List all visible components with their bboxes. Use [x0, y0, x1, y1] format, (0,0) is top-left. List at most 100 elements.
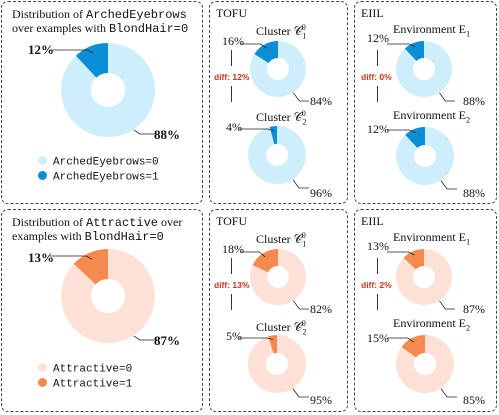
bottom-overview-small-pct: 13% [28, 250, 54, 265]
top-tofu-diff: diff: 12% [214, 72, 250, 82]
top-eiil-e1-large-pct: 88% [463, 94, 485, 108]
top-overview-title-line1: Distribution of ArchedEyebrows [12, 8, 187, 22]
title-attribute: Attractive [86, 216, 159, 230]
environment-label-text: Environment E [393, 316, 466, 330]
bottom-tofu-c1-label: Cluster 𝒞10 [256, 229, 307, 250]
slice-majority [396, 127, 454, 185]
legend-label: Attractive=1 [53, 378, 133, 391]
top-tofu-c1-label: Cluster 𝒞10 [256, 21, 307, 42]
bottom-eiil-e2-large-pct: 85% [463, 393, 485, 407]
superscript: 0 [301, 23, 306, 32]
top-overview-panel [1, 1, 203, 204]
top-tofu-diff-line-upper [231, 50, 232, 66]
bottom-tofu-c2-donut [248, 335, 306, 393]
top-eiil-diff-line-lower [377, 86, 378, 102]
bottom-overview-donut [60, 249, 156, 343]
slice-majority [250, 249, 306, 305]
bottom-tofu-diff-line-upper [231, 258, 232, 274]
legend-label: ArchedEyebrows=1 [53, 171, 159, 184]
subscript: 2 [465, 115, 471, 125]
top-eiil-panel [354, 1, 497, 204]
bottom-tofu-diff: diff: 13% [214, 280, 250, 290]
bottom-eiil-e2-donut [396, 335, 454, 393]
bottom-overview-legend-1: Attractive=1 [38, 378, 132, 390]
bottom-overview-title-line2: examples with BlondHair=0 [12, 230, 164, 244]
top-tofu-c2-small-pct: 4% [226, 120, 242, 134]
bottom-eiil-diff-line-upper [377, 258, 378, 274]
slice-minority [401, 335, 425, 358]
subscript: 2 [302, 327, 307, 337]
cluster-label-text: Cluster 𝒞 [256, 24, 303, 38]
bottom-tofu-header: TOFU [216, 214, 248, 228]
title-text: over examples with [12, 21, 109, 35]
legend-swatch-light [38, 363, 47, 372]
legend-swatch-light [38, 156, 47, 165]
top-overview-donut [60, 43, 155, 137]
slice-minority [254, 41, 278, 64]
top-tofu-diff-line-lower [231, 86, 232, 102]
cluster-label-text: Cluster 𝒞 [256, 232, 303, 246]
bottom-eiil-diff-line-lower [377, 294, 378, 310]
title-attribute: BlondHair=0 [84, 230, 164, 244]
superscript: 0 [301, 109, 306, 118]
bottom-overview-title-line1: Distribution of Attractive over [12, 216, 182, 230]
top-overview-large-pct: 88% [154, 127, 180, 142]
slice-majority [396, 249, 452, 305]
bottom-eiil-header: EIIL [361, 214, 384, 228]
bottom-eiil-e1-small-pct: 13% [367, 239, 389, 253]
slice-majority [248, 126, 306, 184]
superscript: 0 [301, 231, 306, 240]
bottom-tofu-c1-large-pct: 82% [310, 302, 332, 316]
top-tofu-c1-small-pct: 16% [222, 34, 244, 48]
top-tofu-c1-large-pct: 84% [310, 94, 332, 108]
title-text: over [158, 215, 183, 229]
subscript: 2 [302, 117, 307, 127]
bottom-eiil-e1-large-pct: 87% [463, 302, 485, 316]
bottom-eiil-e2-small-pct: 15% [367, 331, 389, 345]
bottom-tofu-c1-donut [250, 249, 306, 305]
top-eiil-e2-large-pct: 88% [463, 186, 485, 200]
slice-majority [60, 249, 156, 343]
top-overview-legend-1: ArchedEyebrows=1 [38, 171, 159, 183]
superscript: 0 [301, 319, 306, 328]
top-eiil-e1-label: Environment E1 [393, 23, 470, 40]
bottom-overview-panel [1, 209, 203, 412]
top-overview-legend-0: ArchedEyebrows=0 [38, 156, 159, 168]
slice-majority [396, 335, 454, 393]
top-tofu-c2-label: Cluster 𝒞20 [256, 107, 307, 128]
legend-swatch-dark [38, 171, 47, 180]
legend-label: Attractive=0 [53, 363, 133, 376]
bottom-overview-legend-0: Attractive=0 [38, 363, 132, 375]
environment-label-text: Environment E [393, 108, 466, 122]
top-eiil-diff-line-upper [377, 50, 378, 66]
top-eiil-e2-donut [396, 127, 454, 185]
top-eiil-diff: diff: 0% [361, 72, 392, 82]
top-tofu-c2-donut [248, 126, 306, 184]
title-text: Distribution of [12, 7, 86, 21]
title-text: examples with [12, 229, 85, 243]
top-overview-title-line2: over examples with BlondHair=0 [12, 22, 188, 36]
bottom-tofu-c2-small-pct: 5% [226, 329, 242, 343]
cluster-label-text: Cluster 𝒞 [256, 110, 303, 124]
top-tofu-header: TOFU [216, 6, 248, 20]
bottom-eiil-diff: diff: 2% [361, 280, 392, 290]
subscript: 1 [465, 237, 471, 247]
subscript: 2 [465, 323, 471, 333]
bottom-eiil-e2-label: Environment E2 [393, 317, 470, 334]
top-eiil-e2-label: Environment E2 [393, 109, 470, 126]
bottom-tofu-c1-small-pct: 18% [222, 242, 244, 256]
slice-majority [60, 43, 155, 137]
slice-majority [396, 41, 452, 97]
top-tofu-c2-large-pct: 96% [310, 186, 332, 200]
top-eiil-e2-small-pct: 12% [367, 122, 389, 136]
bottom-overview-large-pct: 87% [154, 333, 180, 348]
subscript: 1 [302, 239, 307, 249]
top-eiil-header: EIIL [361, 6, 384, 20]
bottom-eiil-e1-label: Environment E1 [393, 231, 470, 248]
bottom-tofu-c2-label: Cluster 𝒞20 [256, 317, 307, 338]
slice-majority [250, 41, 306, 97]
environment-label-text: Environment E [393, 22, 466, 36]
top-tofu-c1-donut [250, 41, 306, 97]
slice-majority [248, 335, 306, 393]
legend-swatch-dark [38, 378, 47, 387]
